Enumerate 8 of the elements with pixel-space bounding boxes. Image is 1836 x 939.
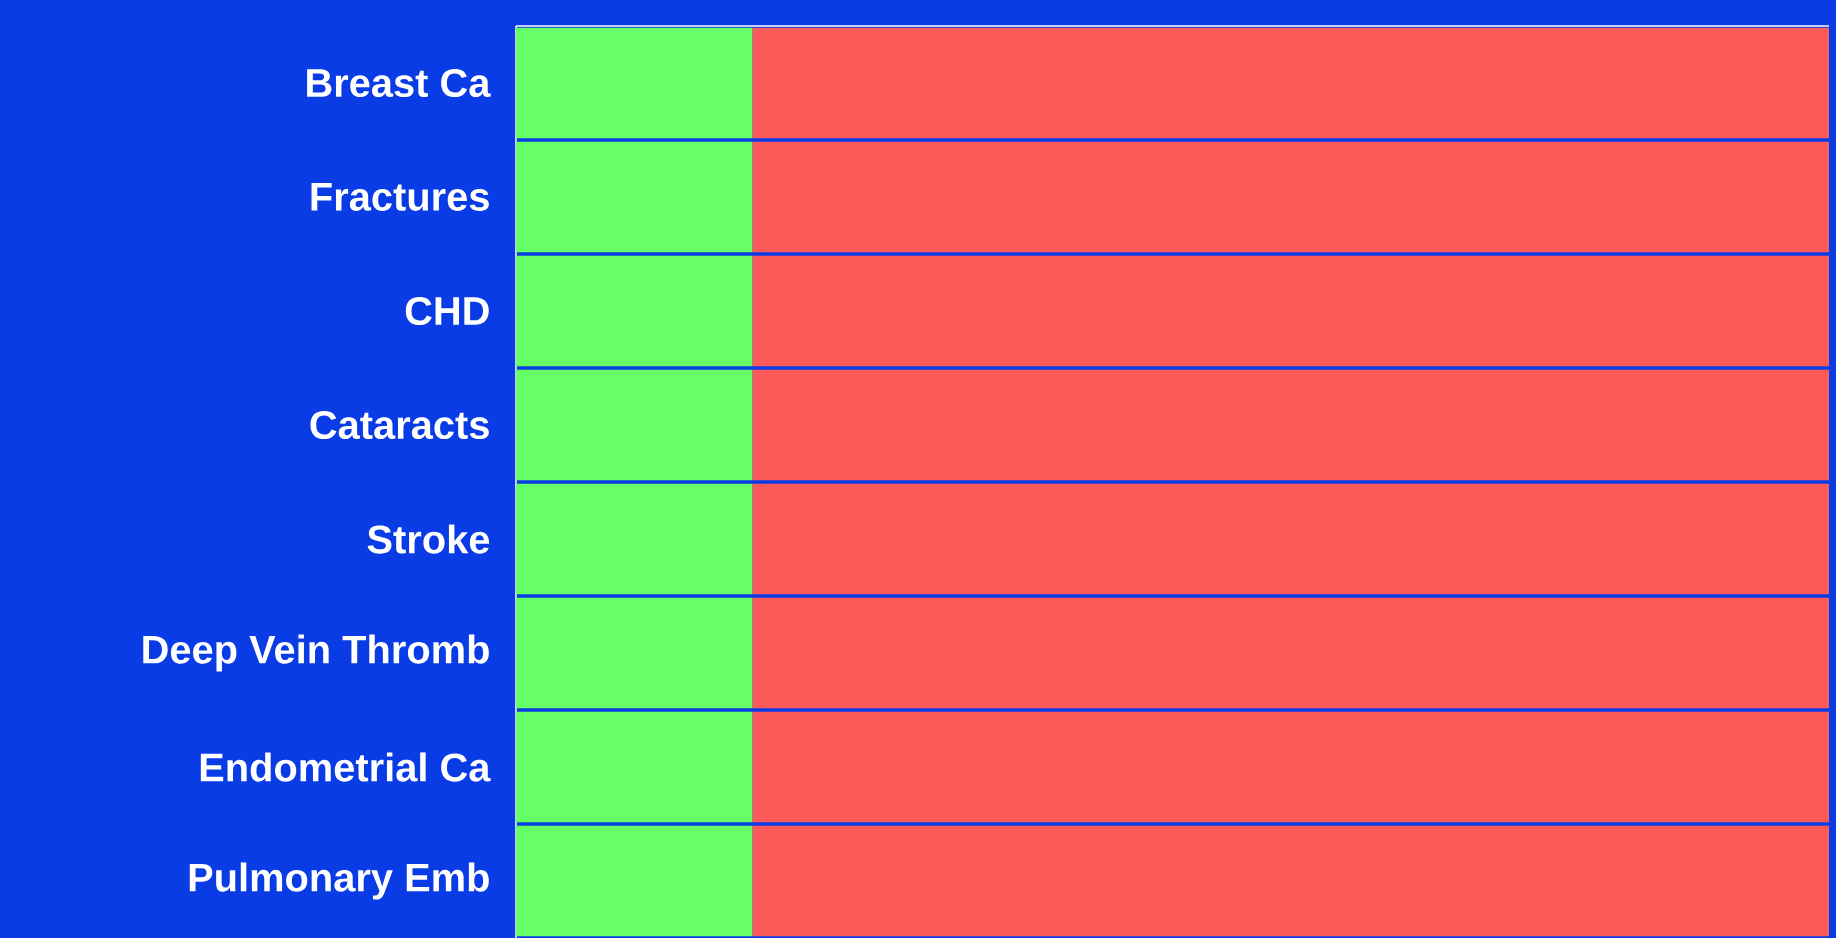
y-tick-label: CHD [405, 297, 489, 326]
y-tick-label: Stroke [367, 524, 490, 554]
y-tick-label: Endometrial Ca [200, 752, 491, 782]
y-tick-label: Fractures [311, 183, 489, 212]
y-tick-label: Breast Ca [307, 69, 491, 98]
y-tick-label: Pulmonary Emb [189, 862, 489, 900]
y-tick-label: Cataracts [310, 411, 489, 440]
y-tick-label: Deep Vein Thromb [143, 634, 489, 672]
